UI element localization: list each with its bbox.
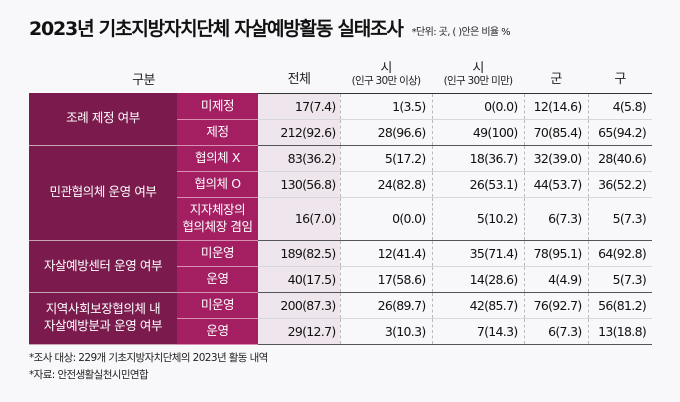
- subcategory-cell: 미제정: [177, 93, 259, 120]
- total-cell: 200(87.3): [258, 292, 341, 319]
- header-city-large-main: 시: [380, 60, 392, 76]
- subcategory-cell: 협의체 X: [177, 145, 259, 172]
- city-large-cell: 0(0.0): [339, 197, 433, 241]
- category-cell: 조례 제정 여부: [29, 93, 177, 146]
- category-cell: 민관협의체 운영 여부: [29, 145, 177, 241]
- footnote-survey-target: *조사 대상: 229개 기초지방자치단체의 2023년 활동 내역: [29, 352, 268, 364]
- county-cell: 6(7.3): [523, 197, 589, 241]
- category-line: 자살예방분과 운영 여부: [43, 318, 163, 333]
- subcategory-cell: 협의체 O: [177, 171, 259, 198]
- total-cell: 17(7.4): [258, 93, 341, 120]
- city-small-cell: 0(0.0): [431, 93, 525, 120]
- city-large-cell: 26(89.7): [339, 292, 433, 319]
- table-row: 자살예방센터 운영 여부 미운영 189(82.5) 12(41.4) 35(7…: [29, 240, 653, 293]
- county-cell: 4(4.9): [523, 266, 589, 293]
- city-small-cell: 5(10.2): [431, 197, 525, 241]
- subcategory-cell: 제정: [177, 119, 259, 146]
- subcategory-cell: 미운영: [177, 292, 259, 319]
- subcategory-line: 협의체장 겸임: [182, 218, 253, 234]
- total-cell: 130(56.8): [258, 171, 341, 198]
- page-title: 2023년 기초지방자치단체 자살예방활동 실태조사: [29, 18, 404, 40]
- county-cell: 12(14.6): [523, 93, 589, 120]
- table-row: 지역사회보장협의체 내 자살예방분과 운영 여부 미운영 200(87.3) 2…: [29, 292, 653, 345]
- city-small-cell: 18(36.7): [431, 145, 525, 172]
- header-district: 구: [588, 58, 653, 94]
- district-cell: 4(5.8): [587, 93, 653, 120]
- city-large-cell: 28(96.6): [339, 119, 433, 146]
- header-city-small: 시 (인구 30만 미만): [432, 58, 525, 94]
- total-cell: 29(12.7): [258, 318, 341, 345]
- subcategory-cell: 미운영: [177, 240, 259, 267]
- total-cell: 40(17.5): [258, 266, 341, 293]
- subcategory-cell: 운영: [177, 318, 259, 345]
- subcategory-cell: 지자체장의 협의체장 겸임: [177, 197, 259, 241]
- header-county: 군: [524, 58, 589, 94]
- footnote-source: *자료: 안전생활실천시민연합: [29, 369, 149, 381]
- city-large-cell: 1(3.5): [339, 93, 433, 120]
- table-row: 조례 제정 여부 미제정 17(7.4) 1(3.5) 0(0.0) 12(14…: [29, 93, 653, 146]
- survey-table: 구분 전체 시 (인구 30만 이상) 시 (인구 30만 미만) 군 구 조례…: [29, 58, 653, 345]
- table-row: 운영 40(17.5) 17(58.6) 14(28.6) 4(4.9) 5(7…: [29, 266, 653, 293]
- district-cell: 65(94.2): [587, 119, 653, 146]
- table-row: 제정 212(92.6) 28(96.6) 49(100) 70(85.4) 6…: [29, 119, 653, 146]
- category-cell: 지역사회보장협의체 내 자살예방분과 운영 여부: [29, 292, 177, 345]
- subcategory-line: 지자체장의: [189, 202, 246, 218]
- city-small-cell: 7(14.3): [431, 318, 525, 345]
- header-city-small-sub: (인구 30만 미만): [443, 74, 514, 87]
- city-large-cell: 3(10.3): [339, 318, 433, 345]
- county-cell: 76(92.7): [523, 292, 589, 319]
- county-cell: 32(39.0): [523, 145, 589, 172]
- city-large-cell: 12(41.4): [339, 240, 433, 267]
- district-cell: 5(7.3): [587, 266, 653, 293]
- header-city-large-sub: (인구 30만 이상): [351, 74, 422, 87]
- total-cell: 212(92.6): [258, 119, 341, 146]
- city-large-cell: 5(17.2): [339, 145, 433, 172]
- district-cell: 28(40.6): [587, 145, 653, 172]
- unit-note: *단위: 곳, ( )안은 비율 %: [411, 27, 511, 38]
- header-category: 구분: [132, 72, 155, 88]
- table-row: 지자체장의 협의체장 겸임 16(7.0) 0(0.0) 5(10.2) 6(7…: [29, 197, 653, 241]
- category-line: 지역사회보장협의체 내: [45, 301, 161, 317]
- district-cell: 64(92.8): [587, 240, 653, 267]
- table-row: 운영 29(12.7) 3(10.3) 7(14.3) 6(7.3) 13(18…: [29, 318, 653, 345]
- county-cell: 6(7.3): [523, 318, 589, 345]
- subcategory-cell: 운영: [177, 266, 259, 293]
- table-row: 협의체 O 130(56.8) 24(82.8) 26(53.1) 44(53.…: [29, 171, 653, 198]
- total-cell: 83(36.2): [258, 145, 341, 172]
- footnotes: *조사 대상: 229개 기초지방자치단체의 2023년 활동 내역 *자료: …: [29, 350, 268, 384]
- total-cell: 16(7.0): [258, 197, 341, 241]
- header-city-small-main: 시: [472, 60, 484, 76]
- district-cell: 13(18.8): [587, 318, 653, 345]
- city-small-cell: 26(53.1): [431, 171, 525, 198]
- header-row: 구분 전체 시 (인구 30만 이상) 시 (인구 30만 미만) 군 구: [29, 58, 653, 94]
- county-cell: 78(95.1): [523, 240, 589, 267]
- table-row: 민관협의체 운영 여부 협의체 X 83(36.2) 5(17.2) 18(36…: [29, 145, 653, 241]
- county-cell: 70(85.4): [523, 119, 589, 146]
- city-small-cell: 49(100): [431, 119, 525, 146]
- district-cell: 56(81.2): [587, 292, 653, 319]
- county-cell: 44(53.7): [523, 171, 589, 198]
- city-large-cell: 24(82.8): [339, 171, 433, 198]
- city-small-cell: 14(28.6): [431, 266, 525, 293]
- header-total: 전체: [258, 58, 341, 94]
- district-cell: 36(52.2): [587, 171, 653, 198]
- total-cell: 189(82.5): [258, 240, 341, 267]
- header-city-large: 시 (인구 30만 이상): [340, 58, 433, 94]
- city-small-cell: 42(85.7): [431, 292, 525, 319]
- city-large-cell: 17(58.6): [339, 266, 433, 293]
- category-cell: 자살예방센터 운영 여부: [29, 240, 177, 293]
- city-small-cell: 35(71.4): [431, 240, 525, 267]
- district-cell: 5(7.3): [587, 197, 653, 241]
- title-row: 2023년 기초지방자치단체 자살예방활동 실태조사 *단위: 곳, ( )안은…: [29, 14, 511, 41]
